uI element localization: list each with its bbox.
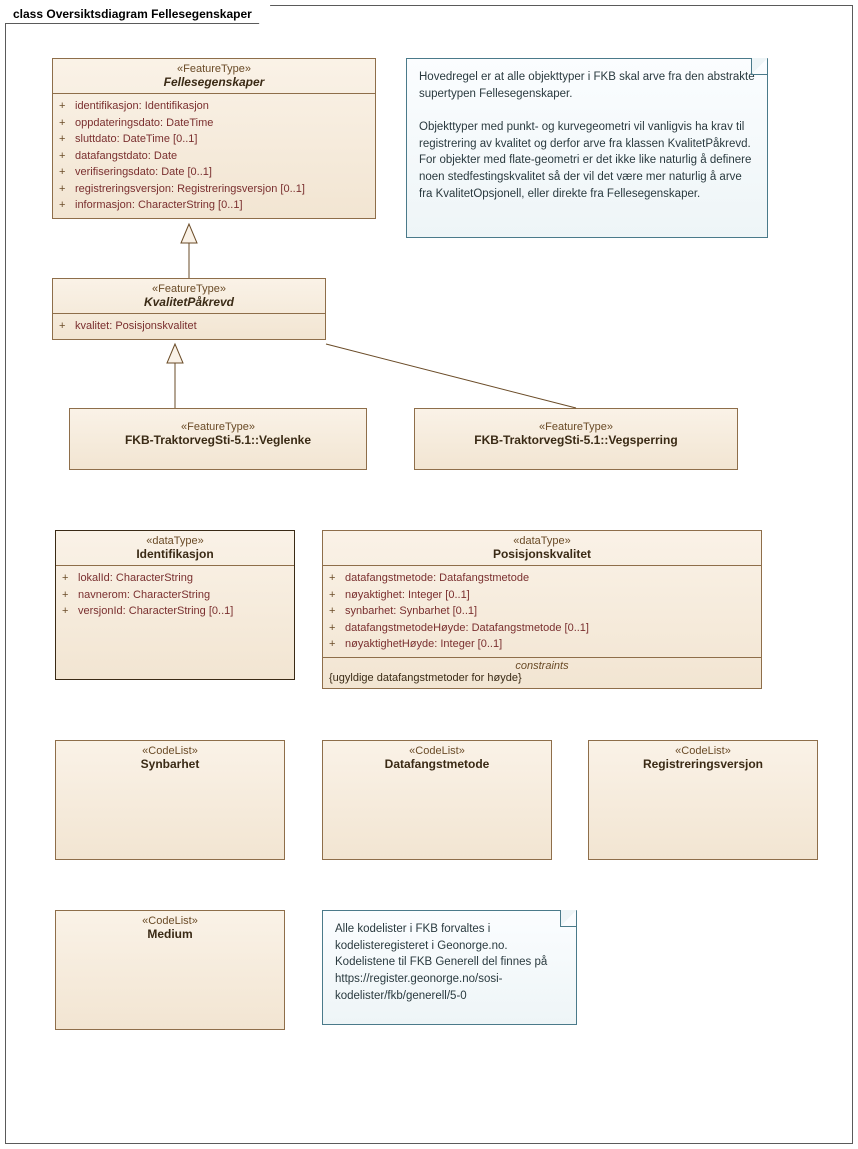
class-veglenke: «FeatureType» FKB-TraktorvegSti-5.1::Veg… <box>69 408 367 470</box>
class-name: Registreringsversjon <box>595 757 811 771</box>
class-posisjonskvalitet: «dataType» Posisjonskvalitet +datafangst… <box>322 530 762 689</box>
constraints-label: constraints <box>323 657 761 672</box>
stereotype: «dataType» <box>62 535 288 547</box>
class-identifikasjon: «dataType» Identifikasjon +lokalId: Char… <box>55 530 295 680</box>
class-name: Datafangstmetode <box>329 757 545 771</box>
note-codelists: Alle kodelister i FKB forvaltes i kodeli… <box>322 910 577 1025</box>
class-medium: «CodeList» Medium <box>55 910 285 1030</box>
class-vegsperring: «FeatureType» FKB-TraktorvegSti-5.1::Veg… <box>414 408 738 470</box>
constraints-text: {ugyldige datafangstmetoder for høyde} <box>323 672 761 688</box>
stereotype: «CodeList» <box>595 745 811 757</box>
class-name: FKB-TraktorvegSti-5.1::Veglenke <box>76 433 360 447</box>
stereotype: «CodeList» <box>329 745 545 757</box>
attributes: +identifikasjon: Identifikasjon +oppdate… <box>53 94 375 218</box>
class-name: KvalitetPåkrevd <box>59 295 319 309</box>
note-fold-icon <box>560 910 577 927</box>
attributes: +datafangstmetode: Datafangstmetode +nøy… <box>323 566 761 657</box>
stereotype: «dataType» <box>329 535 755 547</box>
class-registreringsversjon: «CodeList» Registreringsversjon <box>588 740 818 860</box>
class-name: Medium <box>62 927 278 941</box>
note-fold-icon <box>751 58 768 75</box>
stereotype: «CodeList» <box>62 745 278 757</box>
stereotype: «FeatureType» <box>421 421 731 433</box>
class-name: Synbarhet <box>62 757 278 771</box>
attributes: +lokalId: CharacterString +navnerom: Cha… <box>56 566 294 624</box>
class-datafangstmetode: «CodeList» Datafangstmetode <box>322 740 552 860</box>
class-fellesegenskaper: «FeatureType» Fellesegenskaper +identifi… <box>52 58 376 219</box>
class-name: Posisjonskvalitet <box>329 547 755 561</box>
note-main: Hovedregel er at alle objekttyper i FKB … <box>406 58 768 238</box>
stereotype: «FeatureType» <box>59 63 369 75</box>
attributes: +kvalitet: Posisjonskvalitet <box>53 314 325 339</box>
class-name: Identifikasjon <box>62 547 288 561</box>
class-name: Fellesegenskaper <box>59 75 369 89</box>
class-kvalitetpakrevd: «FeatureType» KvalitetPåkrevd +kvalitet:… <box>52 278 326 340</box>
diagram-title: class Oversiktsdiagram Fellesegenskaper <box>5 5 271 24</box>
stereotype: «FeatureType» <box>59 283 319 295</box>
class-synbarhet: «CodeList» Synbarhet <box>55 740 285 860</box>
class-name: FKB-TraktorvegSti-5.1::Vegsperring <box>421 433 731 447</box>
stereotype: «CodeList» <box>62 915 278 927</box>
stereotype: «FeatureType» <box>76 421 360 433</box>
